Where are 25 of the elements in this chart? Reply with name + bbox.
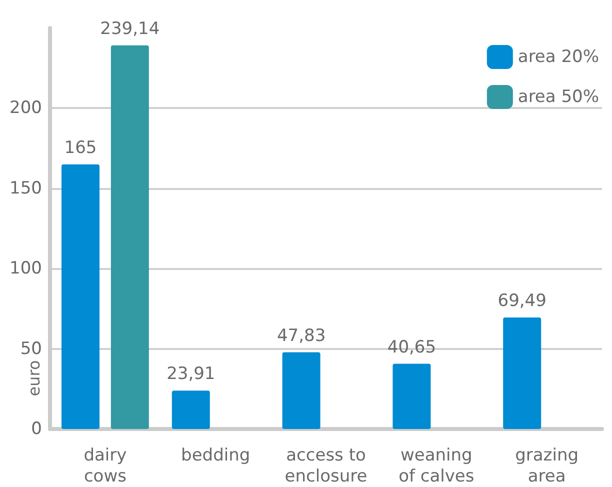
x-tick-label: bedding <box>181 446 250 466</box>
bar <box>503 318 542 429</box>
data-label: 239,14 <box>100 18 160 39</box>
y-axis-title: euro <box>24 360 44 396</box>
data-label: 69,49 <box>498 291 546 312</box>
legend-label: area 20% <box>518 47 600 67</box>
bar <box>172 390 210 429</box>
legend-label: area 50% <box>518 87 600 107</box>
data-label: 40,65 <box>387 337 436 358</box>
data-label: 165 <box>64 138 97 158</box>
x-tick-label: weaning of calves <box>398 446 474 486</box>
bar <box>62 164 100 429</box>
x-tick-label: dairy cows <box>84 446 127 486</box>
y-tick-label: 150 <box>10 178 42 198</box>
x-tick-label: access to enclosure <box>284 446 368 486</box>
bar <box>110 45 149 429</box>
bar <box>392 364 431 429</box>
y-tick-label: 200 <box>10 98 42 118</box>
y-tick-label: 0 <box>31 419 42 439</box>
y-tick-label: 100 <box>10 258 42 279</box>
x-tick-label: grazing area <box>515 446 579 486</box>
y-tick-label: 50 <box>20 338 42 359</box>
data-label: 47,83 <box>276 326 326 346</box>
bar <box>282 352 320 429</box>
data-label: 23,91 <box>166 364 216 384</box>
